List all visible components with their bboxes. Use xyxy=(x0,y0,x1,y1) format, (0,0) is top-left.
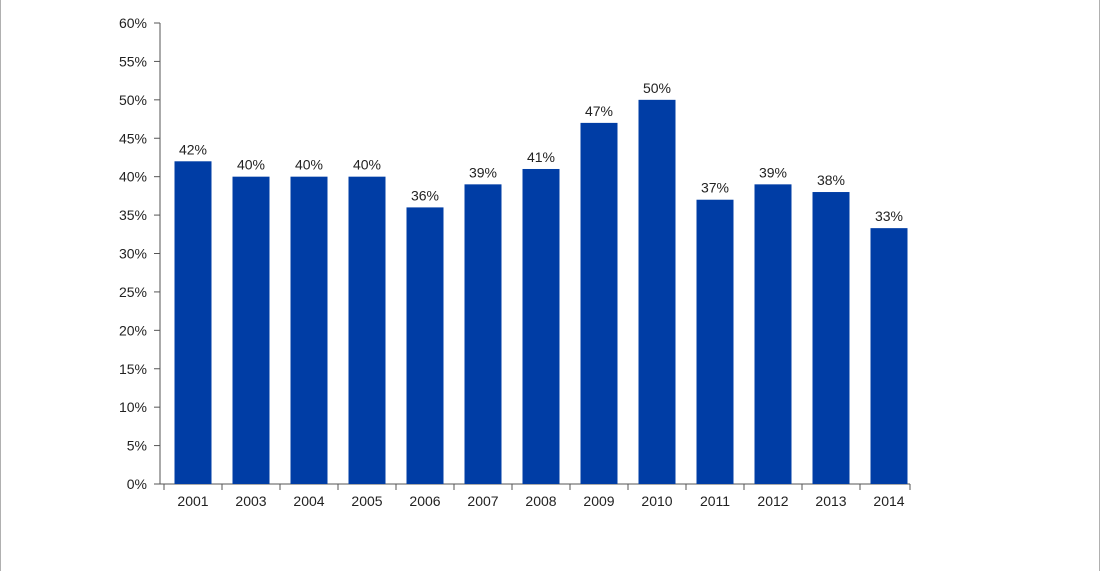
data-label-2001: 42% xyxy=(179,141,207,157)
x-tick-label: 2009 xyxy=(583,493,614,509)
bar-2008 xyxy=(522,168,560,484)
data-label-2011: 37% xyxy=(701,180,729,196)
bar-2006 xyxy=(406,207,444,484)
data-label-2004: 40% xyxy=(295,157,323,173)
x-tick-label: 2008 xyxy=(525,493,556,509)
y-tick-label: 25% xyxy=(119,284,147,300)
bar-2010 xyxy=(638,99,676,484)
y-tick-label: 5% xyxy=(127,438,147,454)
data-label-2005: 40% xyxy=(353,157,381,173)
bar-2004 xyxy=(290,176,328,484)
x-tick-label: 2006 xyxy=(409,493,440,509)
y-axis: 0% 5% 10% 15% 20% 25% 30% 35% 40% 45% 50% 55% 60% xyxy=(119,15,161,492)
y-tick-label: 20% xyxy=(119,322,147,338)
x-axis: 2001 2003 2004 2005 2006 2007 2008 2009 2010 2011… xyxy=(160,483,911,509)
data-label-2010: 50% xyxy=(643,80,671,96)
data-labels: 42% 40% 40% 40% 36% 39% 41% 47% 50% 37% 39% 38% 33% xyxy=(179,80,903,224)
x-tick-label: 2014 xyxy=(873,493,904,509)
y-tick-label: 50% xyxy=(119,92,147,108)
x-tick-label: 2010 xyxy=(641,493,672,509)
bar-2012 xyxy=(754,184,792,484)
bar-2011 xyxy=(696,199,734,484)
data-label-2013: 38% xyxy=(817,172,845,188)
y-tick-label: 15% xyxy=(119,361,147,377)
data-label-2009: 47% xyxy=(585,103,613,119)
x-tick-label: 2011 xyxy=(700,493,730,509)
bar-2013 xyxy=(812,192,850,485)
y-tick-label: 45% xyxy=(119,130,147,146)
data-label-2008: 41% xyxy=(527,149,555,165)
bar-2005 xyxy=(348,176,386,484)
bar-2003 xyxy=(232,176,270,484)
y-tick-label: 55% xyxy=(119,53,147,69)
data-label-2012: 39% xyxy=(759,164,787,180)
bar-2007 xyxy=(464,184,502,484)
x-tick-label: 2005 xyxy=(351,493,382,509)
data-label-2014: 33% xyxy=(875,208,903,224)
x-tick-label: 2013 xyxy=(815,493,846,509)
x-tick-label: 2012 xyxy=(757,493,788,509)
y-tick-label: 30% xyxy=(119,246,147,262)
y-tick-label: 0% xyxy=(127,476,147,492)
bars xyxy=(174,99,908,485)
y-tick-label: 10% xyxy=(119,399,147,415)
data-label-2007: 39% xyxy=(469,164,497,180)
bar-2014 xyxy=(870,228,908,484)
x-tick-label: 2007 xyxy=(467,493,498,509)
x-tick-label: 2004 xyxy=(293,493,324,509)
x-tick-label: 2003 xyxy=(235,493,266,509)
y-tick-label: 35% xyxy=(119,207,147,223)
y-tick-label: 60% xyxy=(119,15,147,31)
x-tick-label: 2001 xyxy=(177,493,208,509)
data-label-2003: 40% xyxy=(237,157,265,173)
bar-2001 xyxy=(174,161,212,485)
y-tick-label: 40% xyxy=(119,169,147,185)
data-label-2006: 36% xyxy=(411,187,439,203)
bar-2009 xyxy=(580,122,618,484)
